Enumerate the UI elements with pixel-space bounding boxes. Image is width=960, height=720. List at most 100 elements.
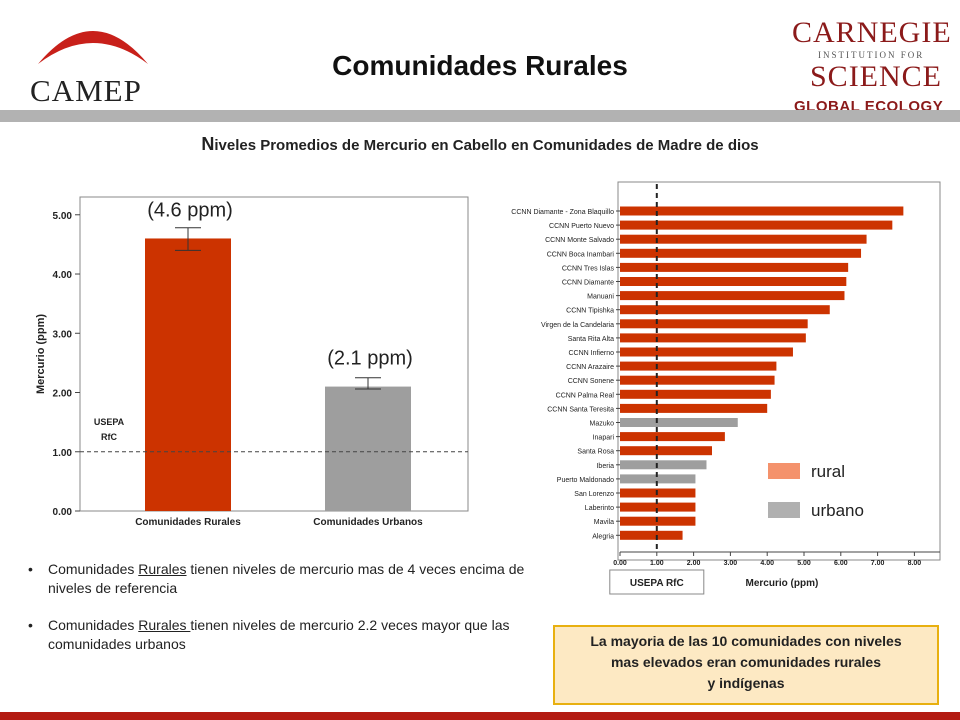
bullet-text-underlined: Rurales: [138, 617, 191, 633]
community-mercury-bar-chart: CCNN Diamante - Zona Blaquillo CCNN Puert…: [511, 181, 941, 595]
y-category-label: CCNN Palma Real: [556, 392, 615, 399]
bar: [620, 291, 845, 301]
bar: [620, 418, 738, 427]
bar: [620, 403, 768, 413]
bar: [145, 238, 231, 512]
legend-label-rural: rural: [811, 462, 845, 481]
y-category-label: Santa Rita Alta: [568, 336, 614, 343]
bar: [620, 248, 862, 258]
y-category-label: CCNN Monte Salvado: [545, 237, 614, 244]
bullet-list: • Comunidades Rurales tienen niveles de …: [28, 560, 528, 672]
x-tick-label: 8.00: [908, 560, 922, 567]
bar: [620, 305, 830, 315]
bar: [325, 386, 411, 511]
bullet-text-pre: Comunidades: [48, 561, 139, 577]
y-category-label: CCNN Diamante: [562, 280, 614, 287]
bar: [620, 446, 712, 456]
y-category-label: Manuani: [587, 294, 614, 301]
carnegie-logo-line2: INSTITUTION FOR: [818, 50, 925, 60]
bar: [620, 333, 806, 343]
y-category-label: CCNN Santa Teresita: [547, 406, 614, 413]
callout-box: La mayoria de las 10 comunidades con niv…: [553, 625, 939, 705]
y-category-label: CCNN Tres Islas: [562, 265, 615, 272]
bullet-item: • Comunidades Rurales tienen niveles de …: [28, 616, 528, 654]
callout-line-1: La mayoria de las 10 comunidades con niv…: [590, 633, 902, 649]
reference-label-box: [609, 569, 705, 595]
y-category-label: CCNN Diamante - Zona Blaquillo: [511, 209, 614, 216]
carnegie-logo-line1: CARNEGIE: [792, 16, 952, 49]
subtitle-initial: N: [201, 134, 215, 154]
bar: [620, 502, 696, 512]
x-tick-label: 0.00: [613, 560, 627, 567]
y-tick-label: 4.00: [53, 270, 73, 281]
reference-label-line2: RfC: [101, 432, 117, 442]
x-tick-label: 1.00: [650, 560, 664, 567]
y-tick-label: 2.00: [53, 389, 73, 400]
bar: [620, 277, 847, 286]
x-tick-label: 4.00: [760, 560, 774, 567]
callout-line-3: y indígenas: [707, 675, 785, 691]
x-tick-label: 6.00: [834, 560, 848, 567]
y-category-label: CCNN Tipishka: [566, 308, 614, 315]
y-category-label: Puerto Maldonado: [557, 477, 614, 484]
x-axis-label: Mercurio (ppm): [746, 578, 819, 589]
bar: [620, 361, 777, 371]
x-tick-label: 3.00: [724, 560, 738, 567]
y-tick-label: 5.00: [53, 211, 73, 222]
camep-arc-icon: [38, 31, 148, 64]
bar: [620, 375, 775, 385]
y-category-label: Alegria: [592, 533, 614, 540]
x-tick-label: 5.00: [797, 560, 811, 567]
y-category-label: Mavila: [594, 519, 614, 526]
bullet-item: • Comunidades Rurales tienen niveles de …: [28, 560, 528, 598]
footer-accent-bar: [0, 712, 960, 720]
y-category-label: CCNN Puerto Nuevo: [549, 223, 614, 230]
y-tick-label: 3.00: [53, 329, 73, 340]
reference-label-line1: USEPA: [94, 417, 125, 427]
data-label-rural: (4.6 ppm): [147, 199, 233, 221]
y-category-label: Inapari: [593, 435, 615, 442]
bar: [620, 319, 808, 329]
chart-subtitle: Niveles Promedios de Mercurio en Cabello…: [0, 134, 960, 155]
bar: [620, 220, 893, 230]
carnegie-logo: CARNEGIE INSTITUTION FOR SCIENCE GLOBAL …: [788, 14, 951, 115]
x-category-label: Comunidades Urbanos: [313, 517, 423, 528]
callout-line-2: mas elevados eran comunidades rurales: [610, 654, 881, 670]
y-tick-label: 1.00: [53, 448, 73, 459]
page-title: Comunidades Rurales: [332, 50, 628, 81]
y-category-label: CCNN Boca Inambari: [547, 251, 615, 258]
y-tick-label: 0.00: [53, 507, 73, 518]
average-mercury-bar-chart: 0.00 1.00 2.00 3.00 4.00 5.00 Mercurio (ppm) Co…: [35, 196, 469, 528]
y-category-label: Virgen de la Candelaria: [541, 322, 614, 329]
bar: [620, 389, 771, 399]
bar: [620, 262, 849, 272]
camep-logo: CAMEP: [28, 18, 158, 108]
bullet-text-post: tienen niveles de mercurio 2.2 veces may…: [48, 617, 510, 652]
y-category-label: CCNN Infierno: [568, 350, 614, 357]
x-tick-label: 7.00: [871, 560, 885, 567]
bar: [620, 347, 793, 357]
y-category-label: San Lorenzo: [574, 491, 614, 498]
data-label-urban: (2.1 ppm): [327, 348, 413, 370]
bar: [620, 206, 904, 216]
x-tick-label: 2.00: [687, 560, 701, 567]
y-category-label: Mazuko: [589, 421, 614, 428]
y-category-label: Iberia: [596, 463, 614, 470]
bullet-dot-icon: •: [28, 561, 33, 577]
legend-label-urban: urbano: [811, 501, 864, 520]
carnegie-logo-line3: SCIENCE: [810, 60, 943, 93]
subtitle-text: iveles Promedios de Mercurio en Cabello …: [214, 137, 759, 154]
bullet-text-pre: Comunidades: [48, 617, 139, 633]
legend-swatch-urban: [768, 502, 800, 518]
y-category-label: Santa Rosa: [577, 449, 614, 456]
bar: [620, 460, 707, 470]
header-divider: [0, 110, 960, 122]
bar: [620, 530, 683, 540]
bullet-text-post: tienen niveles de mercurio mas de 4 vece…: [48, 561, 525, 596]
y-category-label: Laberinto: [585, 505, 614, 512]
reference-label: USEPA RfC: [630, 578, 684, 589]
bar: [620, 432, 725, 442]
bar: [620, 234, 867, 244]
y-category-label: CCNN Sonene: [568, 378, 614, 385]
camep-logo-text: CAMEP: [30, 73, 142, 108]
